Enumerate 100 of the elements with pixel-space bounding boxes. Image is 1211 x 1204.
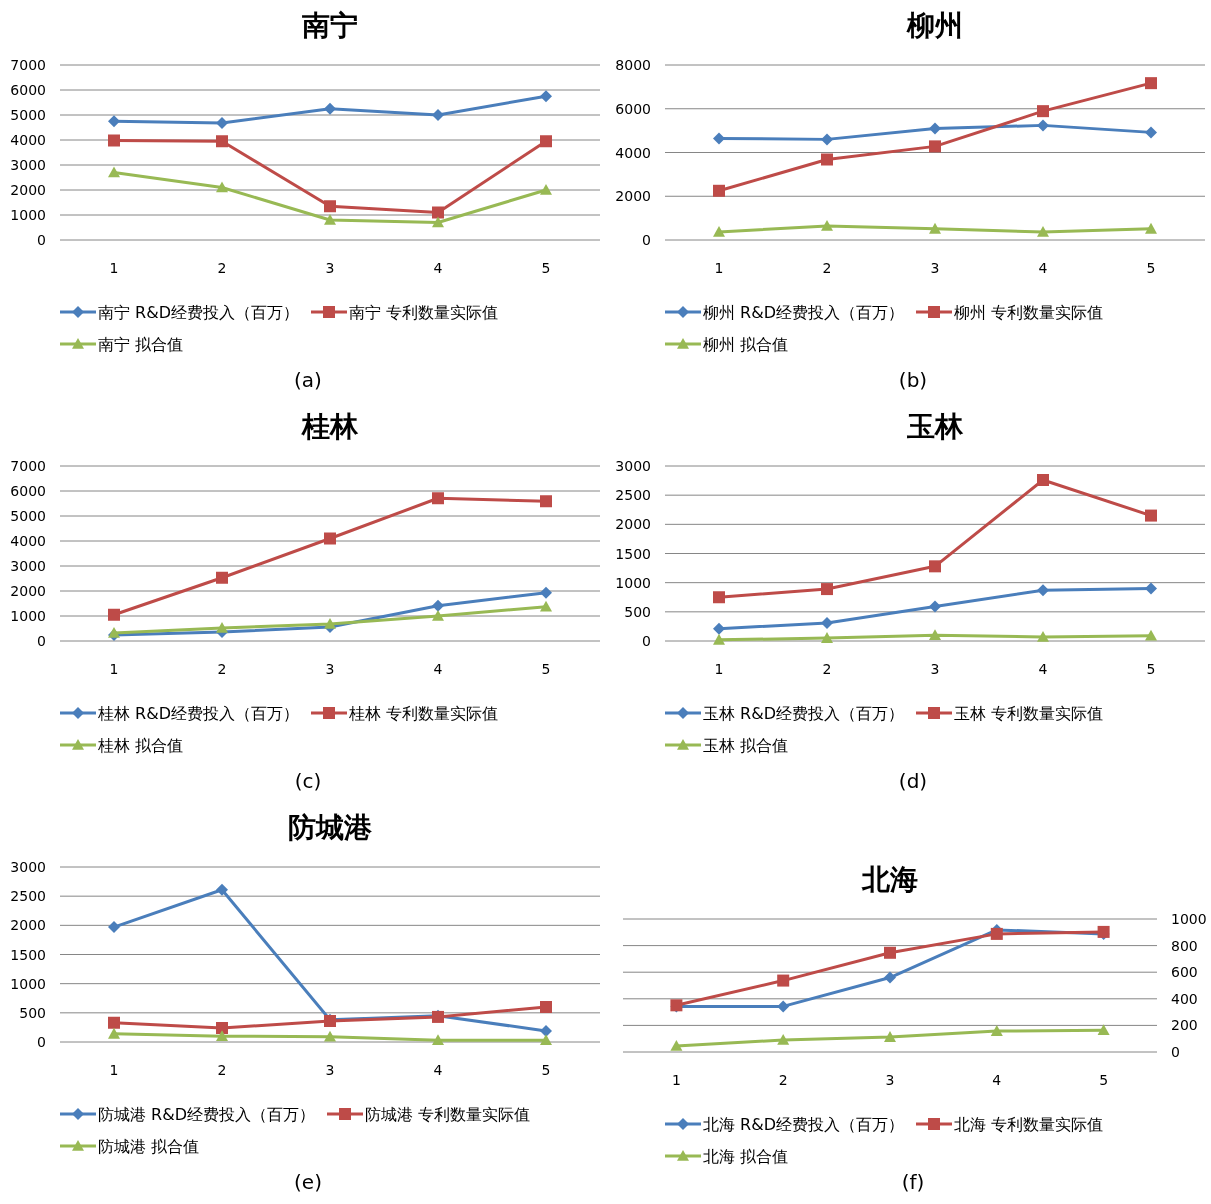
point [1145,509,1157,522]
y-tick-label: 1500 [10,946,46,963]
point [1037,584,1049,597]
x-tick-label: 5 [1146,661,1156,677]
point [324,200,336,213]
x-tick-label: 3 [930,260,940,276]
x-tick-label: 3 [930,661,940,677]
x-tick-label: 1 [109,1062,119,1078]
point [540,1024,552,1037]
point [1037,105,1049,118]
y2-tick-label: 200 [1171,1017,1198,1034]
y-tick-label: 500 [624,603,651,620]
x-tick-label: 4 [992,1072,1002,1088]
chart-title: 桂林 [301,410,359,443]
point [216,1030,228,1041]
x-tick-label: 5 [1146,260,1156,276]
y-tick-label: 8000 [615,57,651,73]
point [1145,582,1157,595]
x-tick-label: 1 [714,661,724,677]
y-tick-label: 2500 [10,888,46,905]
point [432,599,444,612]
y-tick-label: 5000 [10,508,46,524]
point [990,1025,1003,1036]
point [108,1027,120,1039]
y-tick-label: 1000 [10,975,46,992]
y2-tick-label: 800 [1171,937,1198,954]
point [777,974,790,987]
chart-title: 玉林 [906,410,964,443]
point [1145,629,1157,641]
x-tick-label: 4 [433,1062,443,1078]
point [821,133,833,146]
legend-label: 北海 专利数量实际值 [954,1115,1104,1134]
point [670,1040,683,1051]
point [929,600,941,613]
point [432,1034,444,1046]
legend-label: 玉林 专利数量实际值 [954,704,1104,723]
y-tick-label: 3000 [10,558,46,574]
point [540,600,552,612]
y-tick-label: 2000 [10,182,46,198]
x-tick-label: 2 [822,260,832,276]
point [713,132,725,145]
legend-label: 南宁 专利数量实际值 [349,303,499,322]
point [540,1001,552,1013]
point [324,102,336,115]
x-tick-label: 4 [433,260,443,276]
point [777,1000,790,1013]
point [929,629,941,640]
point [540,184,552,195]
x-tick-label: 5 [541,1062,551,1078]
point [713,622,725,635]
y-tick-label: 4000 [10,533,46,549]
text: (d) [898,769,928,793]
x-tick-label: 5 [541,260,551,276]
legend-label: 防城港 R&D经费投入（百万） [98,1105,315,1124]
chart-title: 南宁 [301,9,358,42]
point [990,927,1003,940]
y-tick-label: 2000 [10,583,46,599]
point [216,135,228,148]
point [1145,126,1157,139]
point [777,1034,790,1045]
point [1097,1024,1110,1035]
legend-label: 南宁 拟合值 [98,335,184,354]
x-tick-label: 4 [1038,260,1048,276]
point [432,216,444,228]
y-tick-label: 4000 [10,132,46,148]
legend-label: 柳州 专利数量实际值 [954,303,1104,322]
y-tick-label: 1500 [615,545,651,562]
text: (c) [294,769,322,793]
point [821,220,833,231]
point [324,532,336,545]
point [432,610,444,621]
legend-label: 桂林 专利数量实际值 [348,704,499,723]
point [1037,630,1049,642]
y-tick-label: 1000 [615,574,651,591]
point [108,166,120,178]
y-tick-label: 6000 [615,100,651,117]
legend-label: 南宁 R&D经费投入（百万） [98,303,299,322]
legend-label: 桂林 拟合值 [97,736,184,755]
point [324,618,336,629]
point [540,495,552,508]
point [108,608,120,621]
point [1037,119,1049,132]
y2-tick-label: 0 [1171,1044,1180,1060]
chart-title: 防城港 [288,811,373,844]
y-tick-label: 7000 [10,57,46,73]
y-tick-label: 500 [19,1004,46,1021]
text: (a) [294,368,322,392]
point [216,181,228,193]
y-tick-label: 0 [37,1034,46,1050]
legend-label: 北海 R&D经费投入（百万） [703,1115,904,1134]
y-tick-label: 6000 [10,82,46,98]
x-tick-label: 3 [325,1062,335,1078]
chart-title: 柳州 [906,9,963,42]
point [929,140,941,153]
legend-label: 防城港 拟合值 [98,1137,200,1156]
y2-tick-label: 600 [1171,964,1198,981]
text: (b) [898,368,928,392]
y-tick-label: 3000 [10,859,46,875]
y-tick-label: 2000 [615,516,651,533]
point [324,1030,336,1042]
